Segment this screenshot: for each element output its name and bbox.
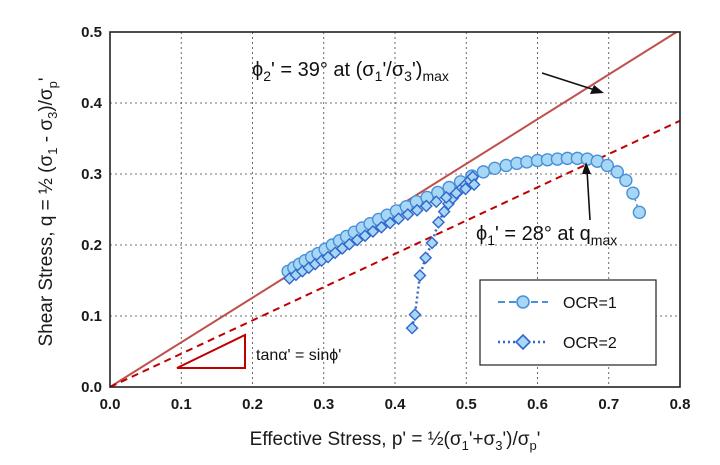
x-tick-label: 0.1 bbox=[171, 396, 192, 413]
phi2-annotation: ϕ2' = 39° at (σ1'/σ3')max bbox=[252, 59, 449, 84]
legend-label-ocr2: OCR=2 bbox=[563, 335, 617, 352]
slope-triangle bbox=[176, 333, 246, 369]
phi2-arrow-head bbox=[590, 85, 604, 94]
series-ocr-2 bbox=[283, 170, 481, 335]
data-point bbox=[408, 308, 422, 322]
data-point bbox=[413, 269, 427, 283]
x-tick-label: 0.0 bbox=[100, 396, 121, 413]
y-tick-label: 0.2 bbox=[81, 237, 102, 254]
legend-marker-ocr1 bbox=[516, 295, 530, 309]
y-tick-label: 0.5 bbox=[81, 24, 102, 41]
x-tick-label: 0.2 bbox=[242, 396, 263, 413]
legend-box bbox=[479, 279, 657, 366]
y-tick-label: 0.4 bbox=[81, 95, 103, 112]
x-tick-label: 0.3 bbox=[313, 396, 334, 413]
data-point bbox=[342, 237, 356, 251]
data-point bbox=[410, 203, 424, 217]
phi1-arrow-head bbox=[582, 162, 591, 174]
x-tick-label: 0.5 bbox=[456, 396, 477, 413]
tan-annotation: tanα' = sinϕ' bbox=[256, 347, 341, 364]
data-point bbox=[350, 233, 364, 247]
data-point bbox=[459, 182, 473, 196]
data-point bbox=[488, 161, 502, 176]
data-point bbox=[405, 321, 419, 335]
data-point bbox=[499, 158, 513, 173]
data-point bbox=[442, 180, 456, 195]
data-point bbox=[366, 225, 380, 238]
data-point bbox=[425, 236, 439, 250]
data-point bbox=[383, 216, 397, 230]
x-tick-label: 0.8 bbox=[670, 396, 691, 413]
x-tick-label: 0.7 bbox=[598, 396, 619, 413]
tick-labels: 0.0 0.1 0.2 0.3 0.4 0.5 0.6 0.7 0.8 0.0 0.1 0.2 0.3 0… bbox=[81, 24, 690, 413]
data-point bbox=[610, 165, 624, 179]
phi2-arrow bbox=[541, 72, 599, 92]
data-point bbox=[619, 173, 633, 188]
data-point bbox=[467, 178, 481, 192]
y-tick-label: 0.0 bbox=[81, 379, 102, 396]
series-ocr-1 bbox=[281, 151, 647, 278]
x-axis-title: Effective Stress, p' = ½(σ1'+σ3')/σp' bbox=[250, 429, 541, 453]
data-point bbox=[419, 251, 433, 265]
y-axis-title: Shear Stress, q = ½ (σ1 - σ3)/σp' bbox=[36, 77, 60, 346]
legend-label-ocr1: OCR=1 bbox=[563, 295, 617, 312]
x-tick-label: 0.6 bbox=[527, 396, 548, 413]
x-tick-label: 0.4 bbox=[385, 396, 407, 413]
data-point bbox=[431, 215, 445, 229]
y-tick-label: 0.1 bbox=[81, 308, 102, 325]
data-point bbox=[429, 195, 443, 209]
data-point bbox=[401, 207, 415, 221]
data-point bbox=[600, 158, 615, 173]
data-point bbox=[626, 186, 640, 200]
data-series bbox=[281, 151, 647, 335]
legend-marker-ocr2 bbox=[514, 333, 532, 351]
phi1-arrow bbox=[586, 169, 591, 221]
legend: OCR=1 OCR=2 bbox=[479, 279, 657, 366]
data-point bbox=[419, 199, 433, 213]
phi1-line bbox=[109, 119, 681, 388]
data-point bbox=[374, 220, 388, 234]
data-point bbox=[449, 186, 463, 200]
data-point bbox=[392, 212, 406, 226]
phi1-annotation: ϕ1' = 28° at qmax bbox=[476, 223, 617, 248]
data-point bbox=[439, 190, 453, 204]
data-point bbox=[358, 229, 372, 243]
plot-frame bbox=[109, 31, 681, 388]
y-tick-label: 0.3 bbox=[81, 166, 102, 183]
data-point bbox=[632, 205, 647, 220]
data-point bbox=[476, 165, 491, 179]
data-point bbox=[437, 205, 451, 219]
